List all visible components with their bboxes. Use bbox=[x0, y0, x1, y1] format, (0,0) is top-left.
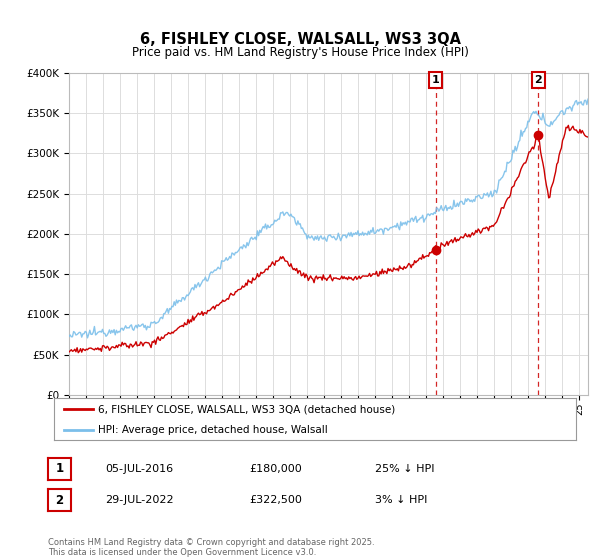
Text: 29-JUL-2022: 29-JUL-2022 bbox=[105, 495, 173, 505]
Text: HPI: Average price, detached house, Walsall: HPI: Average price, detached house, Wals… bbox=[98, 426, 328, 435]
Text: £180,000: £180,000 bbox=[249, 464, 302, 474]
Text: 1: 1 bbox=[431, 75, 439, 85]
Text: 25% ↓ HPI: 25% ↓ HPI bbox=[375, 464, 434, 474]
Text: 1: 1 bbox=[55, 462, 64, 475]
Text: 3% ↓ HPI: 3% ↓ HPI bbox=[375, 495, 427, 505]
Text: 05-JUL-2016: 05-JUL-2016 bbox=[105, 464, 173, 474]
Text: 6, FISHLEY CLOSE, WALSALL, WS3 3QA: 6, FISHLEY CLOSE, WALSALL, WS3 3QA bbox=[139, 32, 461, 48]
Text: 6, FISHLEY CLOSE, WALSALL, WS3 3QA (detached house): 6, FISHLEY CLOSE, WALSALL, WS3 3QA (deta… bbox=[98, 404, 395, 414]
Text: Price paid vs. HM Land Registry's House Price Index (HPI): Price paid vs. HM Land Registry's House … bbox=[131, 46, 469, 59]
Text: £322,500: £322,500 bbox=[249, 495, 302, 505]
Text: 2: 2 bbox=[535, 75, 542, 85]
Text: 2: 2 bbox=[55, 493, 64, 507]
Text: Contains HM Land Registry data © Crown copyright and database right 2025.
This d: Contains HM Land Registry data © Crown c… bbox=[48, 538, 374, 557]
